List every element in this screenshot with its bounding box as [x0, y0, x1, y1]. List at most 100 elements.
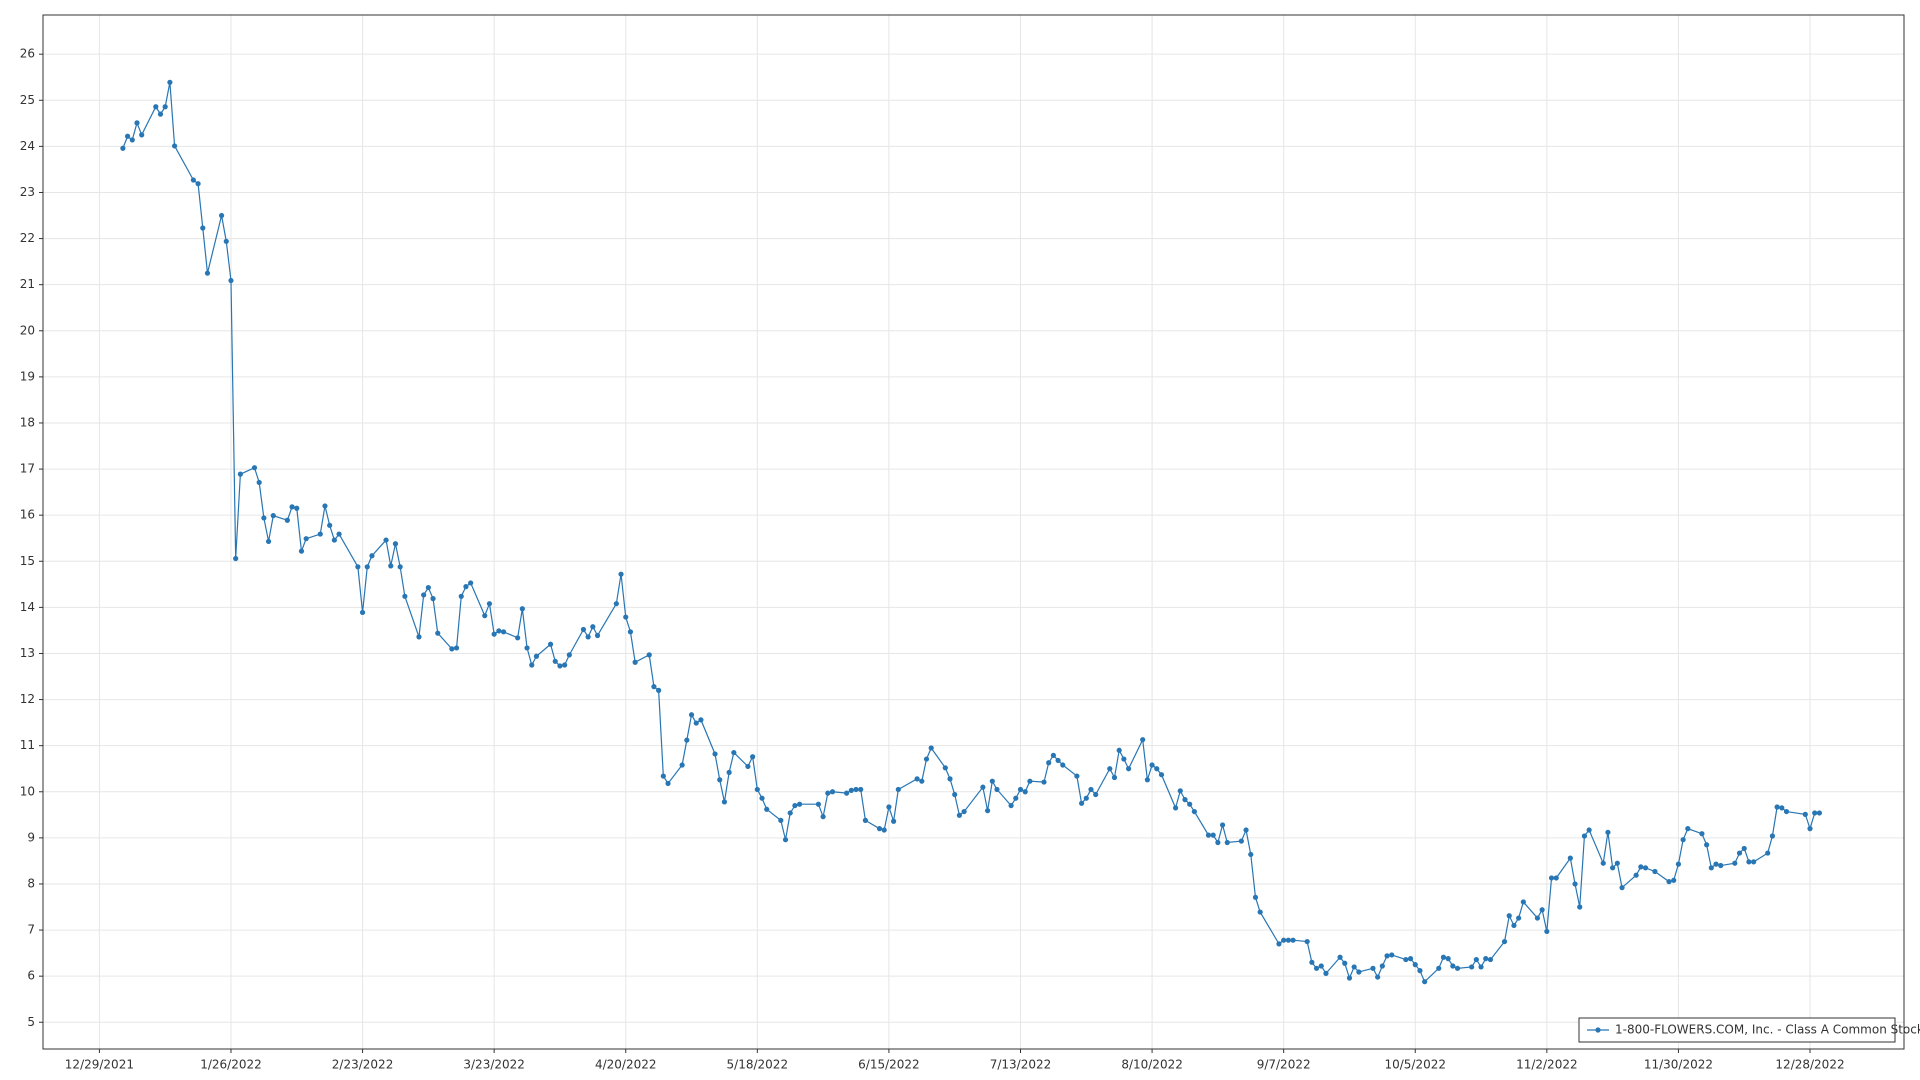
data-point: [829, 789, 836, 795]
data-point: [1642, 865, 1649, 871]
data-point: [491, 631, 497, 637]
data-point: [1276, 941, 1282, 947]
data-point: [1281, 937, 1287, 943]
data-point: [1577, 904, 1583, 910]
data-point: [1191, 808, 1197, 815]
data-point: [519, 606, 525, 612]
data-point: [1713, 861, 1719, 867]
data-point: [1534, 915, 1541, 921]
data-point: [1285, 937, 1291, 943]
data-point: [1389, 952, 1395, 958]
data-point: [980, 784, 986, 790]
data-point: [1313, 965, 1320, 971]
data-point: [237, 471, 243, 477]
data-point: [1699, 831, 1705, 837]
data-point: [1473, 956, 1479, 963]
data-point: [1633, 872, 1639, 878]
data-point: [200, 225, 206, 231]
data-point: [1088, 786, 1094, 793]
data-point: [1614, 860, 1620, 866]
data-point: [157, 111, 164, 117]
data-point: [590, 624, 596, 630]
data-point: [256, 479, 262, 486]
data-point: [1812, 810, 1818, 816]
data-point: [656, 687, 662, 693]
data-point: [956, 812, 963, 818]
data-point: [1342, 960, 1348, 966]
data-point: [1704, 842, 1710, 848]
data-point: [651, 684, 657, 690]
data-point: [1751, 859, 1757, 865]
y-tick-label: 17: [20, 462, 35, 476]
data-point: [1022, 789, 1028, 795]
data-point: [759, 795, 765, 801]
data-point: [1783, 808, 1790, 815]
data-point: [984, 808, 991, 814]
data-point: [919, 778, 925, 784]
data-point: [524, 645, 530, 651]
data-point: [500, 629, 507, 635]
data-point: [425, 584, 431, 591]
data-point: [876, 826, 883, 832]
data-point: [1436, 965, 1442, 971]
data-point: [1248, 851, 1254, 858]
x-tick-label: 7/13/2022: [990, 1058, 1052, 1072]
data-point: [1116, 747, 1122, 753]
data-point: [1544, 928, 1550, 935]
data-point: [529, 662, 535, 668]
data-point: [486, 601, 493, 607]
data-point: [430, 596, 436, 602]
data-point: [895, 786, 901, 793]
data-point: [1158, 772, 1165, 778]
data-point: [1605, 829, 1611, 835]
x-tick-label: 1/26/2022: [200, 1058, 262, 1072]
data-point: [844, 790, 850, 796]
data-point: [134, 120, 140, 126]
data-point: [942, 765, 948, 771]
data-point: [359, 609, 366, 616]
data-point: [1125, 766, 1132, 772]
data-point: [778, 817, 784, 823]
data-point: [496, 628, 502, 634]
data-point: [1257, 909, 1263, 915]
data-point: [1182, 797, 1188, 803]
data-point: [1215, 839, 1221, 846]
data-point: [1619, 885, 1625, 891]
data-point: [750, 754, 756, 760]
data-point: [688, 712, 695, 718]
data-point: [1816, 810, 1823, 816]
data-point: [1440, 954, 1447, 960]
x-tick-label: 11/30/2022: [1644, 1058, 1713, 1072]
data-point: [463, 584, 469, 590]
data-point: [1356, 969, 1362, 975]
data-point: [853, 786, 859, 793]
data-point: [1469, 964, 1475, 970]
data-point: [355, 564, 361, 570]
data-point: [1666, 879, 1672, 885]
data-point: [1210, 832, 1216, 838]
data-point: [721, 799, 728, 805]
data-point: [1041, 779, 1047, 785]
data-point: [1252, 894, 1259, 900]
legend: 1-800-FLOWERS.COM, Inc. - Class A Common…: [1578, 1017, 1920, 1043]
data-point: [533, 653, 540, 659]
data-point: [1046, 760, 1052, 766]
data-point: [698, 717, 704, 723]
data-point: [322, 503, 328, 509]
y-tick-label: 13: [20, 646, 35, 660]
data-point: [1187, 801, 1193, 807]
data-point: [1172, 805, 1179, 811]
data-point: [421, 592, 427, 598]
data-point: [1149, 762, 1155, 768]
data-point: [731, 749, 737, 756]
data-point: [331, 537, 337, 543]
data-point: [1017, 786, 1024, 793]
data-point: [369, 553, 375, 559]
data-point: [1516, 915, 1522, 921]
data-point: [787, 810, 793, 816]
data-point: [1055, 757, 1061, 764]
y-tick-label: 26: [20, 47, 35, 61]
data-point: [190, 177, 196, 183]
data-point: [336, 531, 342, 537]
